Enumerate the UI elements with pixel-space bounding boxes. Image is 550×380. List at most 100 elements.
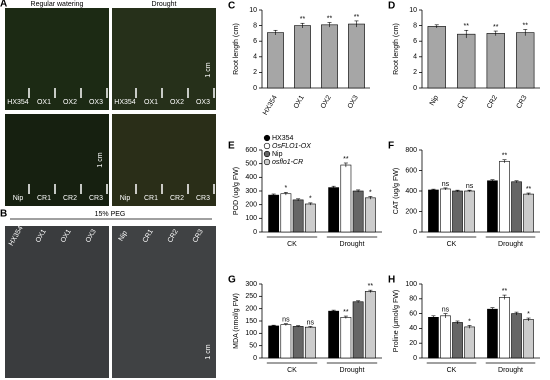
bar [523, 319, 534, 359]
strain-label: CR1 [144, 195, 158, 202]
y-tick-label: 100 [245, 330, 257, 337]
strain-label: CR3 [196, 195, 210, 202]
bar [267, 32, 284, 89]
x-tick-label: Drought [498, 241, 523, 248]
y-tick-label: 250 [245, 293, 257, 300]
y-tick-label: 150 [245, 318, 257, 325]
legend-swatch [263, 142, 271, 150]
y-tick-label: 2 [413, 69, 417, 76]
strain-label: OX2 [170, 99, 184, 106]
strain-label: Nip [120, 195, 131, 202]
scale-label: 1 cm [205, 62, 212, 77]
bar [304, 203, 316, 233]
bar [523, 193, 534, 233]
bar [352, 301, 364, 359]
bar [457, 33, 476, 89]
bar [294, 25, 311, 89]
bar [427, 26, 446, 89]
photo [5, 8, 109, 110]
legend-swatch [263, 150, 271, 158]
scale-label: 1 cm [205, 344, 212, 359]
treatment-label: 15% PEG [95, 211, 126, 218]
bar [304, 326, 316, 359]
strain-label: CR3 [89, 195, 103, 202]
significance: ** [502, 153, 508, 160]
significance: ** [464, 23, 470, 30]
bar [464, 190, 475, 233]
x-tick-label: Drought [498, 367, 523, 374]
bar [428, 189, 439, 233]
strain-label: Nip [13, 195, 24, 202]
y-axis-label: CAT (ug/g FW) [393, 168, 400, 214]
significance: * [309, 196, 312, 203]
y-tick-label: 80 [409, 296, 417, 303]
bar [340, 316, 352, 359]
panel-label: E [228, 141, 235, 152]
y-axis-label: POD (ug/g FW) [233, 167, 240, 215]
y-tick-label: 6 [413, 38, 417, 45]
significance: ns [442, 306, 450, 313]
y-tick-label: 8 [413, 22, 417, 29]
y-tick-label: 600 [405, 167, 417, 174]
photo [112, 8, 216, 110]
strain-label: CR1 [37, 195, 51, 202]
legend-swatch [263, 158, 271, 166]
significance: ** [493, 24, 499, 31]
panel-label: G [228, 275, 236, 286]
significance: ns [307, 319, 315, 326]
significance: * [527, 311, 530, 318]
x-tick-label: CK [447, 241, 457, 248]
panel-label: C [228, 1, 235, 12]
significance: ns [282, 317, 290, 324]
strain-label: CR2 [63, 195, 77, 202]
y-tick-label: 400 [245, 174, 257, 181]
photo [112, 114, 216, 206]
bar [452, 322, 463, 359]
bar [428, 316, 439, 359]
strain-label: HX354 [114, 99, 136, 106]
y-tick-label: 500 [245, 161, 257, 168]
bar [328, 187, 340, 233]
significance: ** [526, 186, 532, 193]
bar [487, 180, 498, 233]
significance: ns [442, 181, 450, 188]
y-tick-label: 200 [245, 306, 257, 313]
panel-label: H [388, 275, 395, 286]
y-tick-label: 20 [409, 340, 417, 347]
bar [340, 164, 352, 233]
y-tick-label: 300 [245, 281, 257, 288]
photo [112, 226, 216, 378]
y-tick-label: 8 [253, 22, 257, 29]
bar [292, 326, 304, 359]
bar [464, 326, 475, 359]
strain-label: OX3 [196, 99, 210, 106]
bar [352, 190, 364, 233]
panel-label: A [0, 0, 7, 10]
significance: ** [354, 14, 360, 21]
panel-label: D [388, 1, 395, 12]
bar [499, 297, 510, 359]
x-tick-label: Nip [429, 94, 440, 107]
y-tick-label: 400 [405, 188, 417, 195]
bar [364, 197, 376, 233]
legend-label: osflo1-CR [272, 159, 303, 166]
photo-caption: Regular watering [31, 1, 84, 8]
y-tick-label: 100 [245, 215, 257, 222]
bar [440, 188, 451, 233]
significance: * [468, 318, 471, 325]
bar [328, 310, 340, 359]
bar [364, 291, 376, 359]
panel-label: F [388, 141, 394, 152]
bar [499, 160, 510, 233]
y-axis-label: MDA (nmol/g FW) [233, 293, 240, 349]
bar [348, 23, 365, 89]
bar [268, 325, 280, 359]
significance: * [369, 189, 372, 196]
photo [5, 226, 109, 378]
strain-label: OX1 [37, 99, 51, 106]
y-tick-label: 50 [249, 343, 257, 350]
bar [280, 193, 292, 233]
y-tick-label: 2 [253, 69, 257, 76]
significance: ns [466, 183, 474, 190]
x-tick-label: Drought [340, 367, 365, 374]
